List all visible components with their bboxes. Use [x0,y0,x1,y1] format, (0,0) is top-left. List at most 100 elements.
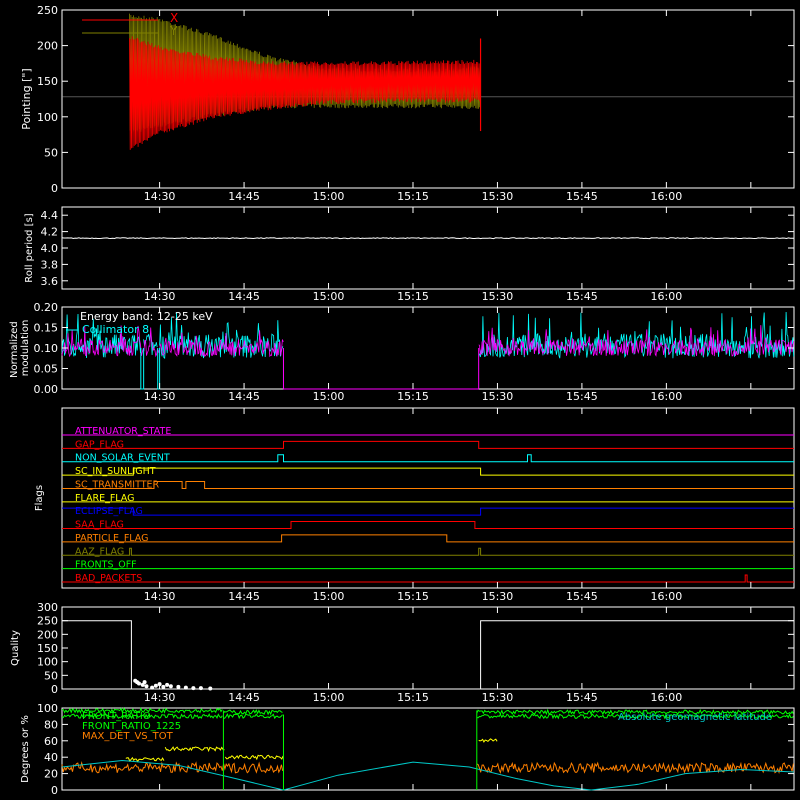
y-tick-label: 0.10 [34,342,59,355]
flag-line-gap-flag [62,440,794,449]
x-tick-label: 15:45 [566,190,598,203]
flag-line-non-solar-event [62,454,794,463]
flag-line-sc-transmitter [62,480,794,489]
modulation-ylabel-line2: modulation [20,320,31,377]
roll-period-x-axis: 14:30 14:45 15:00 15:15 15:30 15:45 16:00 [144,207,752,303]
flags-panel: ATTENUATOR_STATE GAP_FLAG NON_SOLAR_EVENT S… [34,407,795,603]
x-tick-label: 15:45 [566,390,598,403]
y-tick-label: 4.0 [41,242,59,255]
x-tick-label: 15:15 [397,390,429,403]
y-tick-label: 50 [44,669,58,682]
x-tick-label: 15:00 [313,590,345,603]
flag-line-eclipse-flag [62,507,794,516]
y-tick-label: 0.00 [34,383,59,396]
modulation-y-axis: 0.00 0.05 0.10 0.15 0.20 [34,301,794,396]
x-tick-label: 14:30 [144,691,176,704]
flags-x-axis: 14:30 14:45 15:00 15:15 15:30 15:45 16:00 [144,408,752,603]
pointing-ylabel: Pointing ["] [20,68,33,129]
y-tick-label: 60 [44,735,58,748]
modulation-series-1 [61,325,795,358]
x-tick-label: 14:45 [228,691,260,704]
quality-point [183,685,188,690]
y-tick-label: 4.2 [41,226,59,239]
ratios-series-2 [61,761,794,775]
x-tick-label: 15:00 [313,691,345,704]
roll-period-y-axis: 3.6 3.8 4.0 4.2 4.4 [41,209,794,288]
x-tick-label: 14:45 [228,290,260,303]
x-tick-label: 15:30 [482,190,514,203]
ratios-plot [61,707,795,791]
x-tick-label: 15:00 [313,190,345,203]
quality-point [142,680,147,685]
pointing-series-x [129,36,481,150]
y-tick-label: 200 [37,40,58,53]
y-tick-label: 100 [37,702,58,715]
flag-label: AAZ_FLAG [75,546,124,557]
y-tick-label: 0 [51,784,58,797]
x-tick-label: 16:00 [651,590,683,603]
x-tick-label: 14:30 [144,290,176,303]
flag-label: NON_SOLAR_EVENT [75,453,170,464]
flag-label: FLARE_FLAG [75,493,135,504]
y-tick-label: 150 [37,75,58,88]
x-tick-label: 15:30 [482,691,514,704]
legend-label-x: X [170,11,178,25]
y-tick-label: 250 [37,615,58,628]
y-tick-label: 0 [51,182,58,195]
quality-plot [62,620,794,691]
y-tick-label: 250 [37,4,58,17]
x-tick-label: 15:00 [313,390,345,403]
quality-point [198,686,203,691]
y-tick-label: 40 [44,751,58,764]
legend-label-front-ratio-1225: FRONT_RATIO_1225 [82,721,181,732]
modulation-dropout-2 [157,348,161,390]
x-tick-label: 15:15 [397,190,429,203]
quality-x-axis: 14:30 14:45 15:00 15:15 15:30 15:45 16:00 [144,607,752,704]
modulation-dropout-1 [140,348,145,390]
y-tick-label: 0.05 [34,363,59,376]
quality-point [150,685,155,690]
flag-line-saa-flag [62,521,794,530]
y-tick-label: 80 [44,718,58,731]
pointing-y-axis: 0 50 100 150 200 250 [37,4,794,195]
y-tick-label: 0.20 [34,301,59,314]
flags-plot: ATTENUATOR_STATE GAP_FLAG NON_SOLAR_EVENT S… [62,426,794,584]
modulation-ylabel-line1: Normalized [9,321,20,378]
ratios-series-3 [125,738,498,763]
quality-point [176,684,181,689]
roll-period-axes-frame [61,206,795,290]
flag-label: FRONTS_OFF [75,560,137,571]
y-tick-label: 150 [37,642,58,655]
ratios-y-axis: 0 20 40 60 80 100 [37,702,794,797]
x-tick-label: 15:45 [566,691,598,704]
legend-label-max-det: MAX_DET_VS_TOT [82,731,174,742]
flag-line-sc-in-sunlight [62,467,794,476]
modulation-x-axis: 14:30 14:45 15:00 15:15 15:30 15:45 16:00 [144,307,752,403]
quality-point [136,681,141,686]
ratios-ylabel: Degrees or % [20,715,31,783]
ratios-panel: 0 20 40 60 80 100 Degrees or % FRONT_RATIO FR… [20,702,795,797]
flag-line-aaz-flag [62,547,794,556]
y-tick-label: 3.8 [41,258,59,271]
legend-label-y: Y [169,24,178,38]
y-tick-label: 3.6 [41,275,59,288]
x-tick-label: 14:30 [144,390,176,403]
y-tick-label: 100 [37,656,58,669]
legend-label-collimator: Collimator 8 [82,323,149,336]
energy-band-label: Energy band: 12-25 keV [80,310,213,323]
y-tick-label: 200 [37,628,58,641]
pointing-axes-frame [61,9,795,189]
y-tick-label: 100 [37,111,58,124]
pointing-plot [129,13,482,150]
quality-point [208,686,213,691]
x-tick-label: 14:45 [228,590,260,603]
legend-label-front-ratio: FRONT_RATIO [82,711,151,722]
flag-label: SAA_FLAG [75,520,124,531]
flag-line-bad-packets [62,574,794,583]
x-tick-label: 15:30 [482,290,514,303]
y-tick-label: 0 [51,683,58,696]
flags-axes-frame [61,407,795,589]
modulation-plot [61,311,795,390]
pointing-panel: 0 50 100 150 200 250 14:30 14:45 15:00 15:15 15:3… [20,4,795,203]
